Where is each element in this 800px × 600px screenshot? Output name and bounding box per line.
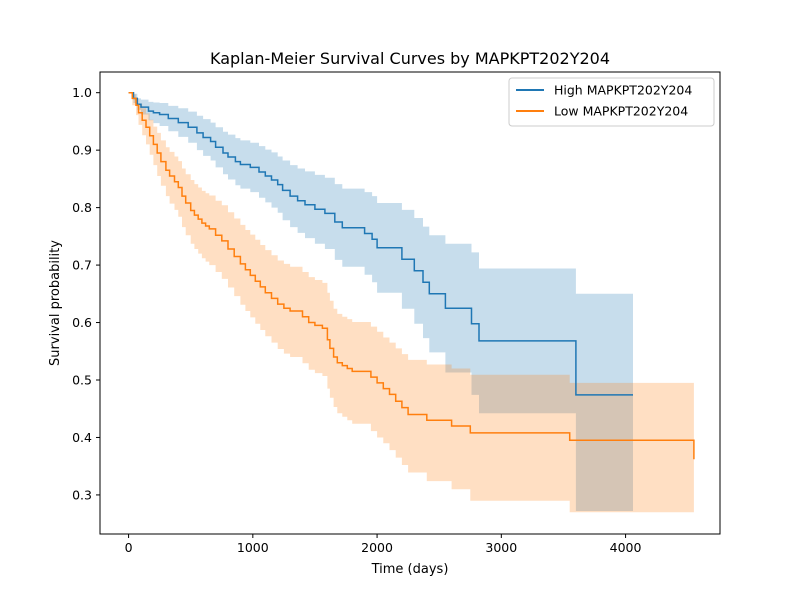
ci-band-high [128, 92, 633, 511]
legend: High MAPKPT202Y204 Low MAPKPT202Y204 [508, 77, 715, 127]
y-tick-label: 0.3 [72, 487, 92, 502]
x-tick-label: 4000 [610, 540, 642, 555]
plot-frame [99, 71, 721, 535]
y-axis-label: Survival probability [48, 240, 63, 366]
legend-label-low: Low MAPKPT202Y204 [554, 104, 688, 119]
x-tick-label: 0 [125, 540, 133, 555]
y-tick-label: 0.8 [72, 200, 92, 215]
y-axis-ticks: 0.3 0.4 0.5 0.6 0.7 0.8 0.9 1.0 [72, 85, 100, 502]
confidence-bands [128, 92, 694, 513]
x-tick-label: 2000 [361, 540, 393, 555]
y-tick-label: 0.6 [72, 315, 92, 330]
survival-line-high [128, 91, 633, 396]
legend-box [508, 77, 715, 127]
y-tick-label: 0.7 [72, 258, 92, 273]
y-tick-label: 1.0 [72, 85, 92, 100]
y-tick-label: 0.5 [72, 373, 92, 388]
chart-title: Kaplan-Meier Survival Curves by MAPKPT20… [210, 49, 610, 68]
x-tick-label: 3000 [485, 540, 517, 555]
x-axis-ticks: 0 1000 2000 3000 4000 [125, 534, 642, 555]
survival-line-low [128, 91, 695, 460]
survival-lines [128, 91, 695, 460]
ci-band-low [128, 92, 694, 513]
legend-label-high: High MAPKPT202Y204 [554, 83, 692, 98]
y-tick-label: 0.9 [72, 143, 92, 158]
x-tick-label: 1000 [237, 540, 269, 555]
x-axis-label: Time (days) [371, 562, 449, 577]
y-tick-label: 0.4 [72, 430, 92, 445]
